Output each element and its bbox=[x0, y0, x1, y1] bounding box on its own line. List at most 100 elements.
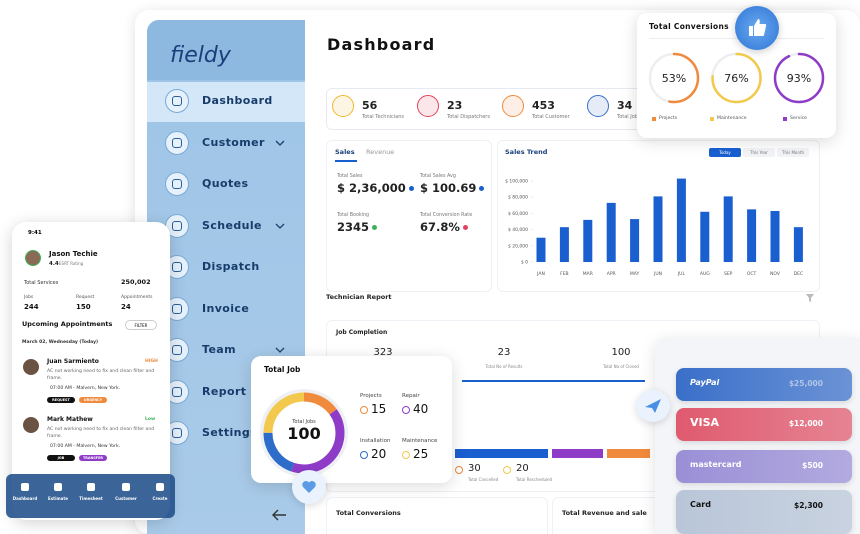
report-value: 100 bbox=[611, 347, 631, 358]
nav-item[interactable]: Dashboard bbox=[202, 94, 273, 108]
legend-marker bbox=[710, 117, 714, 121]
stat-label: Total Customer bbox=[532, 114, 570, 120]
legend-name: Maintenance bbox=[402, 437, 438, 444]
tag: REQUEST bbox=[47, 397, 75, 403]
payment-card[interactable] bbox=[676, 490, 852, 534]
graphic bbox=[645, 399, 661, 413]
nav-icon-glyph bbox=[172, 179, 182, 189]
card-brand: PayPal bbox=[690, 378, 720, 388]
page-title: Dashboard bbox=[327, 35, 436, 55]
nav-item[interactable]: Report bbox=[202, 384, 247, 398]
stack-seg bbox=[455, 449, 548, 458]
nav-icon-glyph bbox=[172, 303, 182, 314]
nav-icon-glyph bbox=[172, 137, 182, 148]
ring-arc bbox=[648, 52, 700, 104]
legend-ring bbox=[360, 406, 368, 414]
graphic bbox=[749, 19, 767, 36]
nav-item[interactable]: Quotes bbox=[202, 177, 249, 191]
nav-item[interactable]: Customer bbox=[202, 135, 265, 149]
report-label: Total Cancelled bbox=[468, 476, 499, 482]
x-tick-label: AUG bbox=[700, 271, 710, 277]
user-name: Jason Techie bbox=[49, 249, 98, 258]
report-value: 23 bbox=[497, 347, 511, 358]
card-brand: Card bbox=[690, 500, 711, 510]
metric-value: 67.8% bbox=[420, 220, 468, 235]
nav-icon-glyph bbox=[172, 386, 182, 397]
stack-seg bbox=[607, 449, 650, 458]
tab[interactable]: Sales bbox=[335, 148, 355, 157]
metric-dot bbox=[372, 225, 378, 231]
chevron bbox=[275, 347, 285, 353]
legend-name: Service bbox=[790, 116, 807, 122]
count-value: 24 bbox=[121, 302, 131, 311]
y-tick-label: $ 0 bbox=[521, 260, 528, 266]
filter-button[interactable]: Today bbox=[709, 148, 741, 157]
appointment-desc: AC not working need to fix and clean fil… bbox=[47, 369, 155, 381]
filter-button[interactable]: FILTER bbox=[125, 320, 157, 330]
card-amount: $12,000 bbox=[788, 418, 823, 428]
nav-label: Create bbox=[152, 495, 168, 501]
nav-item[interactable]: Invoice bbox=[202, 301, 250, 315]
tab[interactable]: Revenue bbox=[366, 148, 395, 157]
nav-icon-glyph bbox=[172, 96, 182, 106]
bar bbox=[559, 227, 569, 262]
stack-seg bbox=[552, 449, 603, 458]
heart-icon bbox=[302, 481, 316, 493]
nav-icon[interactable] bbox=[165, 130, 189, 155]
nav-glyph[interactable] bbox=[156, 483, 164, 491]
stat-value: 453 bbox=[532, 99, 555, 113]
nav-icon[interactable] bbox=[165, 89, 189, 113]
nav-icon[interactable] bbox=[165, 172, 189, 196]
bar bbox=[676, 178, 686, 262]
nav-item[interactable]: Dispatch bbox=[202, 260, 260, 274]
appointment-time: 07:00 AM - Malvern, New York. bbox=[50, 444, 121, 450]
nav-item[interactable]: Schedule bbox=[202, 218, 262, 232]
payment-card[interactable] bbox=[676, 450, 852, 483]
thumb-icon bbox=[749, 19, 767, 36]
stat-value: 34 bbox=[617, 99, 633, 113]
graphic bbox=[275, 347, 285, 353]
nav-item[interactable]: Team bbox=[202, 343, 236, 357]
rating: 4.4 bbox=[49, 260, 59, 267]
card-brand: mastercard bbox=[690, 460, 742, 470]
filter-button[interactable]: This Month bbox=[777, 148, 809, 157]
metric-value: $ 100.69 bbox=[420, 181, 485, 196]
bar bbox=[606, 202, 616, 262]
card-amount: $2,300 bbox=[794, 500, 823, 510]
chevron bbox=[275, 140, 285, 146]
metric-dot bbox=[408, 186, 414, 192]
panel-title: Job Completion bbox=[336, 329, 388, 337]
nav-glyph[interactable] bbox=[87, 483, 95, 491]
section-title: Technician Report bbox=[326, 293, 392, 302]
legend-marker bbox=[783, 117, 787, 121]
tag: TRANSFER bbox=[79, 455, 107, 461]
legend-value: 20 bbox=[371, 446, 387, 461]
ring-label: 53% bbox=[662, 72, 686, 85]
phone bbox=[12, 222, 170, 520]
filter-button[interactable]: This Year bbox=[743, 148, 775, 157]
nav-glyph[interactable] bbox=[54, 483, 62, 491]
legend-value: 15 bbox=[371, 401, 387, 416]
payment-card[interactable] bbox=[676, 368, 852, 401]
metric-label: Total Conversion Rate bbox=[420, 213, 473, 219]
x-tick-label: MAY bbox=[630, 271, 640, 277]
donut-segment bbox=[263, 392, 345, 474]
payment-card[interactable] bbox=[676, 408, 852, 441]
metric-label: Total Sales Avg bbox=[420, 174, 456, 180]
stat-label: Total Jobs bbox=[617, 114, 641, 120]
legend-marker bbox=[652, 117, 656, 121]
value: 250,002 bbox=[121, 278, 151, 287]
legend-value: 25 bbox=[413, 446, 429, 461]
nav-glyph[interactable] bbox=[21, 483, 29, 491]
stat-icon bbox=[587, 95, 609, 117]
donut-segment bbox=[263, 392, 345, 474]
nav-icon-glyph bbox=[172, 428, 182, 438]
rating-label: ESRT Rating bbox=[59, 260, 84, 266]
panel-title: Total Revenue and sale bbox=[562, 509, 647, 518]
bar bbox=[583, 219, 593, 262]
nav-glyph[interactable] bbox=[122, 483, 130, 491]
nav-item[interactable]: Settings bbox=[202, 426, 258, 440]
